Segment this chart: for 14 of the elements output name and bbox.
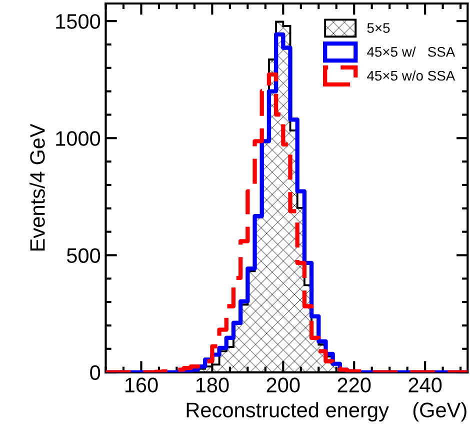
x-tick-label: 240 <box>408 378 442 392</box>
legend-label: 45×5 w/ SSA <box>367 46 456 57</box>
y-tick-label: 0 <box>90 365 100 380</box>
x-axis-title: Reconstructed energy (GeV) <box>186 402 466 422</box>
legend-label: 45×5 w/o SSA <box>367 70 456 81</box>
y-axis-title: Events/4 GeV <box>30 124 45 250</box>
x-tick-label: 180 <box>196 378 229 392</box>
y-tick-label: 1000 <box>56 131 100 146</box>
y-tick-label: 1500 <box>56 14 100 29</box>
legend-label: 5×5 <box>367 23 390 33</box>
y-tick-label: 500 <box>66 248 100 263</box>
x-tick-label: 200 <box>266 378 300 392</box>
x-tick-label: 160 <box>125 378 158 392</box>
x-tick-label: 220 <box>338 378 371 392</box>
